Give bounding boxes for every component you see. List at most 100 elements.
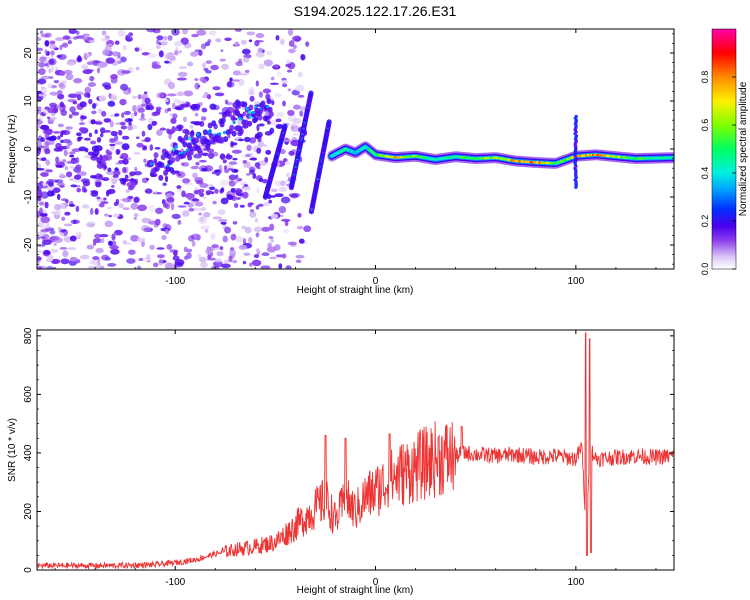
spectrogram-cell (124, 242, 133, 245)
spectrogram-cell (222, 130, 227, 135)
spectrogram-cell (86, 61, 94, 65)
spectrogram-cell (132, 95, 137, 100)
spectrogram-cell (234, 41, 240, 46)
snr-x-tick-label: 100 (568, 577, 585, 588)
spectrogram-cell (47, 190, 54, 197)
spectrogram-cell (269, 256, 278, 260)
spectrogram-cell (252, 172, 257, 180)
spectrogram-cell (134, 166, 138, 172)
spectrogram-cell (104, 213, 109, 217)
spectrogram-cell (256, 124, 260, 132)
spectrogram-cell (119, 156, 124, 159)
spectrogram-cell (219, 153, 226, 160)
spectrogram-cell (108, 214, 112, 218)
spectrogram-cell (216, 250, 224, 257)
spectrogram-cell (257, 203, 264, 207)
spectrogram-cell (117, 129, 123, 136)
spectrogram-cell (98, 94, 107, 102)
spectrogram-cell (220, 117, 226, 124)
spectrogram-cell (242, 101, 248, 108)
spectrogram-cell (200, 116, 207, 121)
colorbar-tick-label: 0.8 (700, 71, 710, 84)
spectrogram-cell (288, 150, 295, 156)
spectrogram-cell (229, 77, 233, 82)
spectrogram-cell (38, 68, 46, 76)
snr-series-line (37, 332, 674, 570)
spectrogram-cell (229, 124, 235, 131)
spectrogram-cell (271, 100, 275, 106)
spectrogram-cell (99, 133, 104, 138)
spectrogram-cell (202, 212, 211, 218)
spectrogram-cell (253, 116, 259, 123)
spectrogram-cell (268, 235, 274, 240)
spectrogram-cell (279, 38, 285, 45)
spectrogram-cell (126, 258, 136, 264)
spectrogram-cell (62, 35, 71, 40)
spectrogram-cell (182, 151, 186, 155)
spectrogram-cell (280, 180, 286, 187)
colorbar-gradient (711, 28, 737, 270)
spectrogram-cell (214, 92, 225, 97)
spectrogram-cell (176, 188, 184, 192)
spectrogram-cell (50, 258, 61, 264)
spectrogram-cell (87, 151, 95, 156)
spectrogram-cell (70, 157, 78, 165)
spectrogram-cell (208, 133, 214, 140)
spectrogram-cell (191, 33, 199, 38)
spectrogram-cell (69, 151, 76, 155)
spectrogram-cell (190, 121, 197, 124)
spectrogram-cell (198, 212, 202, 216)
spectrogram-cell (224, 37, 232, 42)
spectrogram-cell (59, 246, 67, 250)
spectrogram-cell (57, 93, 65, 100)
spectrogram-cell (212, 200, 217, 205)
spectrogram-cell (43, 250, 51, 255)
spectrogram-cell (255, 205, 260, 210)
spectrogram-cell (248, 87, 255, 93)
spectrogram-cell (198, 256, 207, 263)
spectrogram-cell (180, 103, 190, 108)
spectrogram-cell (199, 216, 205, 222)
spectrogram-cell (93, 149, 100, 157)
spectrogram-cell (149, 144, 154, 151)
spectrogram-cell (199, 192, 205, 197)
spectrogram-cell (178, 49, 183, 54)
spectrogram-cell (223, 259, 231, 265)
spectrogram-cell (270, 213, 279, 220)
spectrogram-x-tick-label: 100 (568, 276, 585, 287)
spectrogram-cell (200, 261, 208, 269)
spectrogram-cell (97, 258, 101, 266)
spectrogram-cell (156, 35, 164, 41)
spectrogram-cell (69, 235, 77, 242)
spectrogram-cell (92, 256, 100, 261)
spectrogram-cell (52, 131, 61, 134)
spectrogram-cell (231, 130, 237, 137)
spectrogram-cell (251, 111, 255, 115)
spectrogram-cell (55, 142, 62, 149)
spectrogram-cell (60, 258, 70, 265)
spectrogram-cell (105, 170, 116, 176)
spectrogram-cell (120, 178, 127, 185)
spectrogram-cell (249, 157, 257, 161)
spectrogram-cell (285, 172, 290, 178)
spectrogram-cell (226, 194, 231, 198)
spectrogram-cell (186, 248, 193, 253)
spectrogram-cell (178, 125, 182, 132)
spectrogram-cell (190, 51, 199, 57)
spectrogram-cell (243, 136, 251, 143)
spectrogram-cell (66, 61, 76, 66)
spectrogram-cell (85, 53, 91, 58)
spectrogram-cell (205, 60, 213, 64)
spectrogram-cell (42, 209, 47, 214)
spectrogram-cell (256, 186, 260, 194)
spectrogram-cell (171, 102, 176, 110)
spectrogram-cell (217, 137, 223, 144)
spectrogram-cell (44, 49, 48, 54)
spectrogram-cell (189, 130, 195, 137)
spectrogram-cell (114, 113, 120, 117)
spectrogram-cell (243, 184, 249, 187)
spectrogram-cell (115, 148, 121, 155)
spectrogram-cell (99, 127, 106, 134)
spectrogram-cell (128, 249, 136, 255)
spectrogram-cell (284, 161, 291, 166)
